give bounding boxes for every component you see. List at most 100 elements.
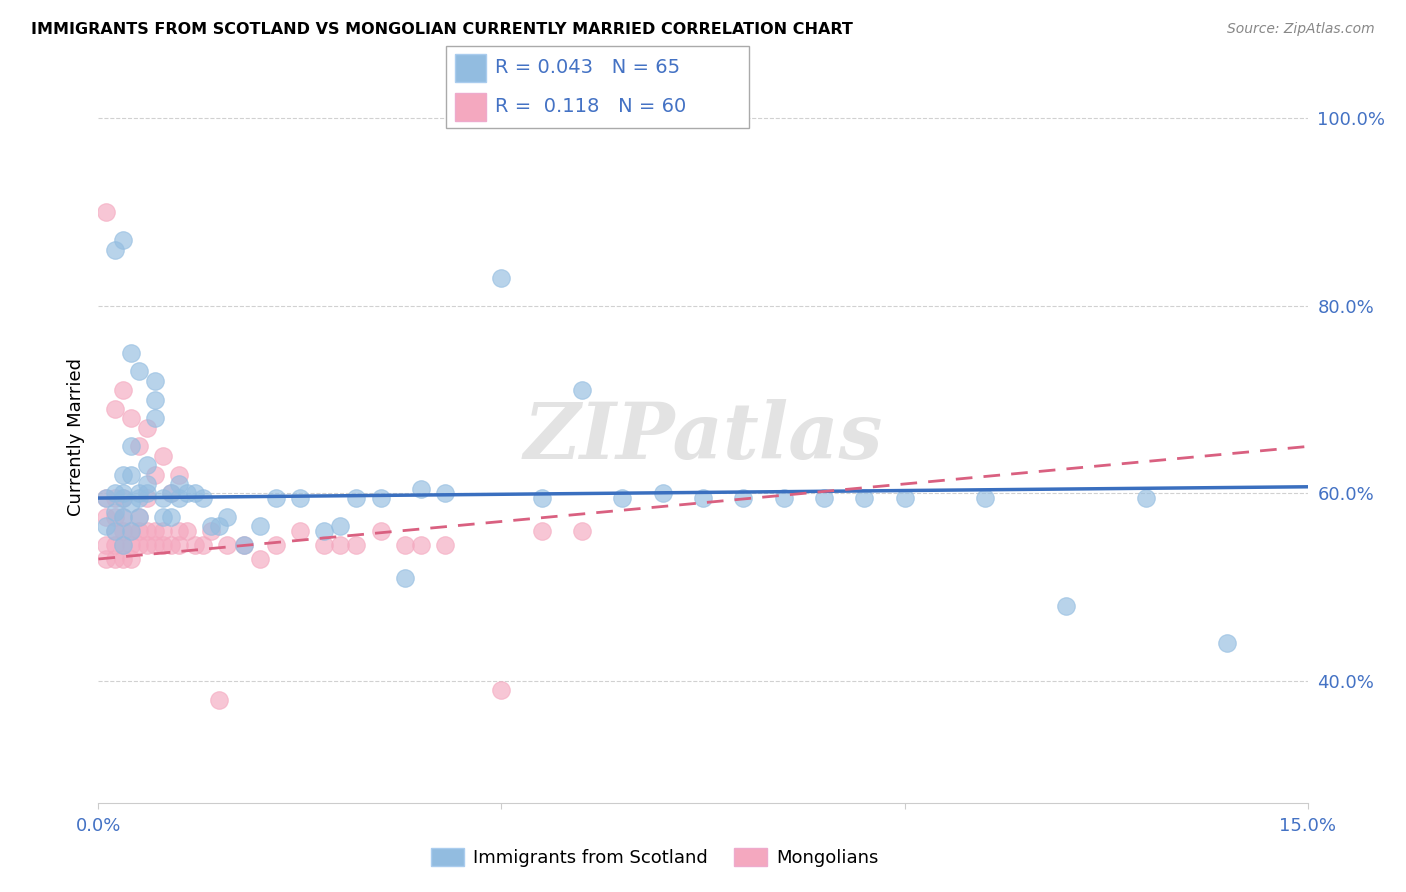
Point bbox=[264, 491, 287, 505]
Point bbox=[143, 374, 166, 388]
Point bbox=[120, 552, 142, 566]
Point bbox=[135, 486, 157, 500]
Point bbox=[344, 538, 367, 552]
Text: R =  0.118   N = 60: R = 0.118 N = 60 bbox=[495, 96, 686, 116]
Point bbox=[128, 364, 150, 378]
Point bbox=[692, 491, 714, 505]
Point bbox=[103, 524, 125, 538]
Point bbox=[120, 524, 142, 538]
Point bbox=[772, 491, 794, 505]
Point bbox=[111, 524, 134, 538]
Point bbox=[143, 392, 166, 407]
Point bbox=[152, 524, 174, 538]
Point bbox=[120, 440, 142, 454]
Point bbox=[120, 411, 142, 425]
Point bbox=[128, 509, 150, 524]
Point bbox=[370, 524, 392, 538]
Point bbox=[974, 491, 997, 505]
Point bbox=[111, 486, 134, 500]
Point bbox=[813, 491, 835, 505]
Point bbox=[491, 683, 513, 698]
Point bbox=[530, 491, 553, 505]
Point bbox=[103, 552, 125, 566]
Point bbox=[135, 538, 157, 552]
Point bbox=[135, 491, 157, 505]
Point bbox=[217, 538, 239, 552]
Text: ZIPatlas: ZIPatlas bbox=[523, 399, 883, 475]
Point bbox=[167, 491, 190, 505]
Point bbox=[160, 509, 183, 524]
Point bbox=[288, 491, 311, 505]
Point bbox=[143, 467, 166, 482]
Point bbox=[135, 524, 157, 538]
Point bbox=[853, 491, 876, 505]
Point bbox=[434, 486, 457, 500]
Point bbox=[208, 692, 231, 706]
Point bbox=[193, 491, 215, 505]
Point bbox=[314, 524, 336, 538]
Point bbox=[288, 524, 311, 538]
Point bbox=[128, 486, 150, 500]
Point bbox=[1216, 636, 1239, 650]
Point bbox=[530, 524, 553, 538]
Point bbox=[96, 509, 118, 524]
Point bbox=[200, 524, 222, 538]
Point bbox=[111, 509, 134, 524]
Point bbox=[1054, 599, 1077, 613]
Point bbox=[167, 477, 190, 491]
Point bbox=[394, 571, 416, 585]
Point bbox=[329, 538, 352, 552]
Point bbox=[103, 243, 125, 257]
Point bbox=[571, 383, 593, 397]
Point bbox=[249, 519, 271, 533]
Point bbox=[111, 509, 134, 524]
Text: Source: ZipAtlas.com: Source: ZipAtlas.com bbox=[1227, 22, 1375, 37]
Text: R = 0.043   N = 65: R = 0.043 N = 65 bbox=[495, 58, 681, 78]
Point bbox=[128, 524, 150, 538]
Point bbox=[264, 538, 287, 552]
Point bbox=[135, 458, 157, 473]
Point bbox=[120, 538, 142, 552]
Point bbox=[160, 486, 183, 500]
Point bbox=[394, 538, 416, 552]
Point bbox=[111, 467, 134, 482]
Point bbox=[143, 411, 166, 425]
Point bbox=[96, 538, 118, 552]
Point bbox=[329, 519, 352, 533]
Point bbox=[128, 538, 150, 552]
Point bbox=[152, 491, 174, 505]
Point bbox=[409, 482, 432, 496]
FancyBboxPatch shape bbox=[456, 93, 486, 120]
Y-axis label: Currently Married: Currently Married bbox=[66, 358, 84, 516]
Point bbox=[152, 509, 174, 524]
Point bbox=[111, 491, 134, 505]
Point bbox=[120, 345, 142, 359]
Point bbox=[167, 538, 190, 552]
Point bbox=[571, 524, 593, 538]
Point bbox=[612, 491, 634, 505]
Point bbox=[893, 491, 915, 505]
Point bbox=[733, 491, 755, 505]
Point bbox=[96, 491, 118, 505]
Point bbox=[1135, 491, 1157, 505]
Point bbox=[152, 538, 174, 552]
Point bbox=[249, 552, 271, 566]
Point bbox=[96, 491, 118, 505]
Point bbox=[96, 205, 118, 219]
FancyBboxPatch shape bbox=[456, 54, 486, 82]
Point bbox=[128, 440, 150, 454]
Point bbox=[135, 477, 157, 491]
Legend: Immigrants from Scotland, Mongolians: Immigrants from Scotland, Mongolians bbox=[423, 840, 886, 874]
Point bbox=[128, 509, 150, 524]
Point bbox=[434, 538, 457, 552]
Point bbox=[184, 486, 207, 500]
Point bbox=[314, 538, 336, 552]
Point bbox=[370, 491, 392, 505]
Point bbox=[491, 270, 513, 285]
Point bbox=[160, 538, 183, 552]
Point bbox=[217, 509, 239, 524]
Point bbox=[143, 538, 166, 552]
Point bbox=[143, 524, 166, 538]
Point bbox=[103, 505, 125, 519]
Point bbox=[120, 524, 142, 538]
